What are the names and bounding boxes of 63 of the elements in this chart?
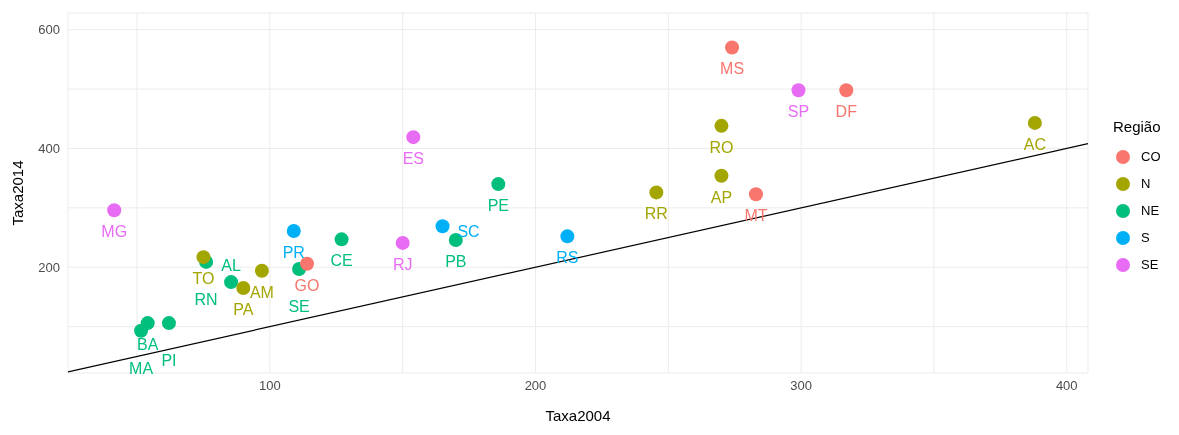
annotation: ES [402,150,424,168]
legend-label: S [1141,230,1150,245]
point [714,118,729,133]
annotation: SC [457,223,480,241]
annotation: CE [330,252,353,270]
x-tick-label: 300 [790,378,812,394]
point [560,229,575,244]
x-tick-label: 200 [524,378,547,394]
annotation: AM [249,283,274,301]
point [435,219,450,234]
annotation: PI [161,352,177,370]
annotation: AC [1023,135,1046,153]
point [491,177,506,192]
y-tick-label: 400 [38,141,60,157]
point [254,263,269,278]
point [161,316,176,331]
point [791,83,806,98]
point [395,235,410,250]
point [224,275,239,290]
point [839,83,854,98]
legend-title: Região [1113,118,1161,135]
x-tick-label: 400 [1055,378,1078,394]
x-axis-title: Taxa2004 [545,407,611,424]
annotation: TO [192,270,215,288]
point [725,40,740,55]
annotation: PR [282,244,305,262]
point [236,281,251,296]
annotation: AL [221,257,241,275]
point [334,232,349,247]
annotation: RR [644,205,668,223]
y-tick-label: 200 [38,259,60,275]
annotation: RJ [392,255,413,273]
annotation: PA [233,301,254,319]
legend-label: SE [1141,257,1159,272]
annotation: DF [835,103,858,121]
annotation: SP [787,103,810,121]
annotation: SE [288,298,310,316]
annotation: RN [194,290,218,308]
x-tick-label: 100 [259,378,281,394]
annotation: PE [487,197,509,215]
annotation: GO [294,276,320,294]
annotation: BA [137,336,159,354]
point [134,323,149,338]
point [286,224,301,239]
y-tick-label: 600 [38,22,60,38]
annotation: MG [101,223,128,241]
point [406,130,421,145]
point [748,187,763,202]
legend-label: NE [1141,203,1160,218]
annotation: AP [710,188,733,206]
annotation: MS [720,60,745,78]
point [300,256,315,271]
annotation: PB [445,252,467,270]
annotation: MA [129,359,154,377]
point [107,203,122,218]
point [1027,115,1042,130]
legend-label: CO [1141,149,1161,164]
point [196,250,211,265]
y-axis-title: Taxa2014 [9,160,27,226]
point [714,168,729,183]
legend-label: N [1141,176,1151,191]
annotation: RO [709,138,734,156]
point [649,185,664,200]
